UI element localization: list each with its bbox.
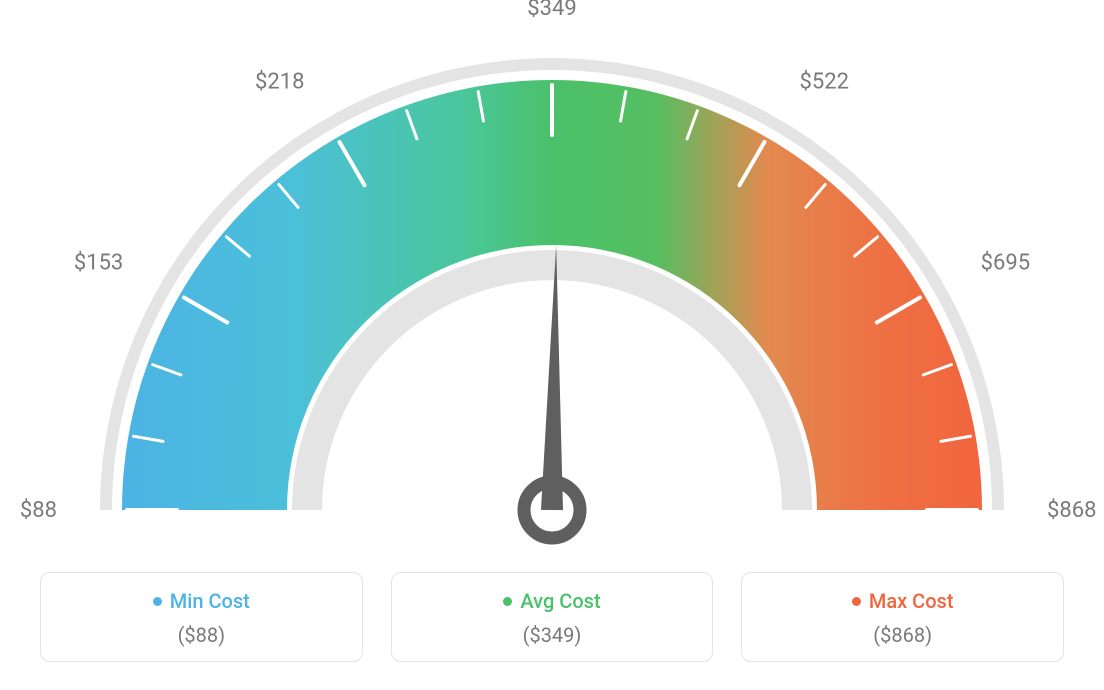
legend-dot-max — [852, 597, 861, 606]
legend-card-avg: Avg Cost ($349) — [391, 572, 714, 662]
legend-label-max: Max Cost — [869, 589, 954, 613]
legend-value-avg: ($349) — [402, 623, 703, 647]
legend-dot-min — [153, 597, 162, 606]
gauge-tick-label: $522 — [800, 69, 849, 94]
gauge-needle — [541, 245, 563, 510]
gauge-svg: $88 $153 $218 $349 $522 $695 $868 — [0, 0, 1104, 560]
legend-value-max: ($868) — [752, 623, 1053, 647]
legend-card-max: Max Cost ($868) — [741, 572, 1064, 662]
gauge-tick-label: $695 — [981, 251, 1030, 276]
legend-title-avg: Avg Cost — [503, 589, 600, 613]
gauge-tick-label: $88 — [20, 498, 57, 523]
legend-label-avg: Avg Cost — [520, 589, 600, 613]
legend-row: Min Cost ($88) Avg Cost ($349) Max Cost … — [0, 572, 1104, 662]
gauge-tick-label: $349 — [527, 0, 576, 21]
legend-title-min: Min Cost — [153, 589, 250, 613]
legend-title-max: Max Cost — [852, 589, 954, 613]
gauge-tick-label: $218 — [255, 69, 304, 94]
legend-dot-avg — [503, 597, 512, 606]
gauge-tick-label: $153 — [74, 251, 123, 276]
legend-card-min: Min Cost ($88) — [40, 572, 363, 662]
gauge-chart: $88 $153 $218 $349 $522 $695 $868 — [0, 0, 1104, 560]
gauge-tick-label: $868 — [1047, 498, 1096, 523]
legend-label-min: Min Cost — [170, 589, 250, 613]
legend-value-min: ($88) — [51, 623, 352, 647]
